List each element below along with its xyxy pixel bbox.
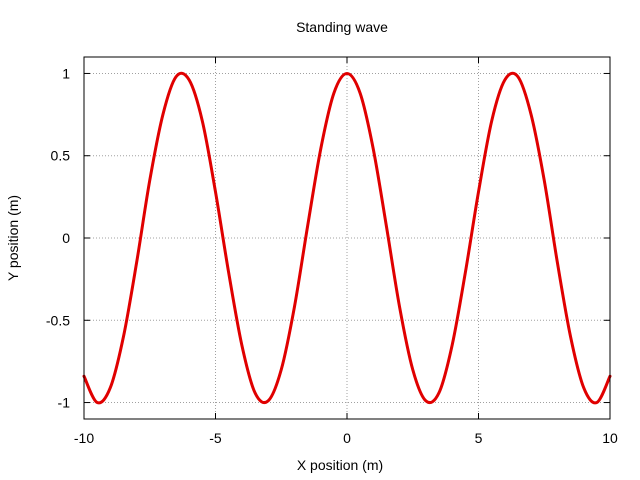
x-axis-label: X position (m) xyxy=(297,457,383,473)
x-tick-label: 10 xyxy=(602,430,618,446)
y-tick-label: 0.5 xyxy=(51,148,71,164)
y-tick-label: 0 xyxy=(62,230,70,246)
x-tick-label: -5 xyxy=(209,430,222,446)
series-line xyxy=(82,71,612,405)
y-tick-label: 1 xyxy=(62,65,70,81)
chart-title: Standing wave xyxy=(296,19,388,35)
x-tick-labels: -10 -5 0 5 10 xyxy=(74,430,618,446)
y-axis-label: Y position (m) xyxy=(5,195,21,281)
x-tick-label: -10 xyxy=(74,430,94,446)
grid xyxy=(84,57,610,419)
series-group xyxy=(82,71,612,405)
x-tick-label: 0 xyxy=(343,430,351,446)
x-tick-label: 5 xyxy=(475,430,483,446)
tick-group xyxy=(83,57,611,419)
y-tick-labels: -1 -0.5 0 0.5 1 xyxy=(46,65,70,410)
y-tick-label: -1 xyxy=(58,395,71,411)
y-tick-label: -0.5 xyxy=(46,312,70,328)
